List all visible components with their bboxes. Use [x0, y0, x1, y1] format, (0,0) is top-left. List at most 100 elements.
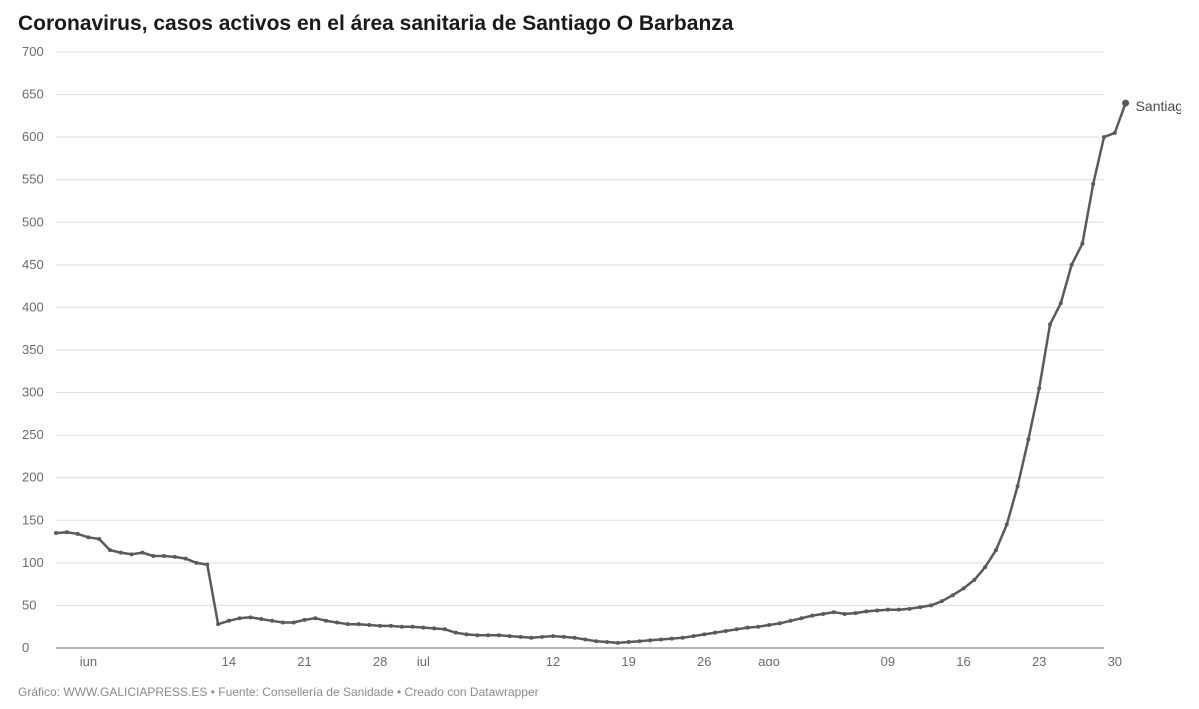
- y-tick-label: 650: [22, 87, 44, 102]
- x-tick-label: 21: [297, 654, 311, 666]
- series-marker: [519, 635, 523, 639]
- series-marker: [248, 615, 252, 619]
- series-marker: [508, 634, 512, 638]
- series-marker: [216, 622, 220, 626]
- series-marker: [843, 612, 847, 616]
- series-marker: [1080, 242, 1084, 246]
- y-tick-label: 400: [22, 299, 44, 314]
- series-marker: [908, 607, 912, 611]
- y-tick-label: 500: [22, 214, 44, 229]
- series-marker: [184, 557, 188, 561]
- series-end-marker: [1122, 100, 1129, 107]
- series-line: [56, 103, 1126, 643]
- series-marker: [918, 605, 922, 609]
- series-marker: [929, 603, 933, 607]
- x-tick-label: 19: [621, 654, 635, 666]
- series-marker: [1070, 263, 1074, 267]
- chart-title: Coronavirus, casos activos en el área sa…: [18, 12, 1181, 36]
- series-marker: [389, 624, 393, 628]
- series-marker: [1016, 484, 1020, 488]
- series-marker: [756, 625, 760, 629]
- series-marker: [454, 631, 458, 635]
- x-tick-label: 23: [1032, 654, 1046, 666]
- series-marker: [821, 612, 825, 616]
- series-marker: [367, 623, 371, 627]
- series-marker: [465, 632, 469, 636]
- series-marker: [238, 616, 242, 620]
- chart-footer: Gráfico: WWW.GALICIAPRESS.ES • Fuente: C…: [18, 685, 539, 699]
- series-marker: [292, 620, 296, 624]
- series-marker: [194, 561, 198, 565]
- series-marker: [583, 637, 587, 641]
- series-marker: [335, 620, 339, 624]
- series-marker: [778, 621, 782, 625]
- series-marker: [140, 551, 144, 555]
- y-tick-label: 200: [22, 470, 44, 485]
- series-marker: [1091, 182, 1095, 186]
- y-tick-label: 700: [22, 46, 44, 59]
- series-marker: [1037, 386, 1041, 390]
- series-marker: [627, 640, 631, 644]
- x-tick-label: 14: [222, 654, 236, 666]
- series-marker: [994, 548, 998, 552]
- series-marker: [810, 614, 814, 618]
- y-tick-label: 350: [22, 342, 44, 357]
- y-tick-label: 100: [22, 555, 44, 570]
- series-marker: [162, 554, 166, 558]
- series-marker: [173, 555, 177, 559]
- series-marker: [897, 608, 901, 612]
- series-marker: [681, 636, 685, 640]
- series-marker: [724, 629, 728, 633]
- series-marker: [378, 624, 382, 628]
- series-marker: [886, 608, 890, 612]
- series-marker: [691, 634, 695, 638]
- series-marker: [745, 626, 749, 630]
- series-marker: [799, 616, 803, 620]
- series-marker: [227, 619, 231, 623]
- series-marker: [486, 633, 490, 637]
- y-tick-label: 250: [22, 427, 44, 442]
- series-marker: [54, 531, 58, 535]
- x-tick-label: 12: [546, 654, 560, 666]
- x-tick-label: jun: [79, 654, 97, 666]
- series-marker: [119, 551, 123, 555]
- x-tick-label: 09: [881, 654, 895, 666]
- series-marker: [357, 622, 361, 626]
- series-marker: [76, 532, 80, 536]
- series-marker: [313, 616, 317, 620]
- series-label: Santiago: [1136, 98, 1181, 114]
- y-tick-label: 50: [22, 597, 36, 612]
- series-marker: [864, 609, 868, 613]
- y-tick-label: 550: [22, 172, 44, 187]
- series-marker: [1102, 135, 1106, 139]
- series-marker: [551, 634, 555, 638]
- series-marker: [562, 635, 566, 639]
- series-marker: [1005, 523, 1009, 527]
- x-tick-label: 16: [956, 654, 970, 666]
- series-marker: [302, 618, 306, 622]
- series-marker: [400, 625, 404, 629]
- series-marker: [529, 636, 533, 640]
- series-marker: [97, 537, 101, 541]
- y-tick-label: 0: [22, 640, 29, 655]
- series-marker: [573, 636, 577, 640]
- series-marker: [411, 625, 415, 629]
- series-marker: [983, 565, 987, 569]
- y-tick-label: 450: [22, 257, 44, 272]
- x-tick-label: 26: [697, 654, 711, 666]
- x-tick-label: 28: [373, 654, 387, 666]
- series-marker: [281, 620, 285, 624]
- series-marker: [421, 626, 425, 630]
- series-marker: [1113, 131, 1117, 135]
- series-marker: [270, 619, 274, 623]
- y-tick-label: 150: [22, 512, 44, 527]
- series-marker: [832, 610, 836, 614]
- series-marker: [1059, 301, 1063, 305]
- chart-area: 0501001502002503003504004505005506006507…: [18, 46, 1181, 666]
- series-marker: [854, 611, 858, 615]
- series-marker: [702, 632, 706, 636]
- series-marker: [594, 639, 598, 643]
- series-marker: [65, 530, 69, 534]
- series-marker: [972, 578, 976, 582]
- series-marker: [951, 593, 955, 597]
